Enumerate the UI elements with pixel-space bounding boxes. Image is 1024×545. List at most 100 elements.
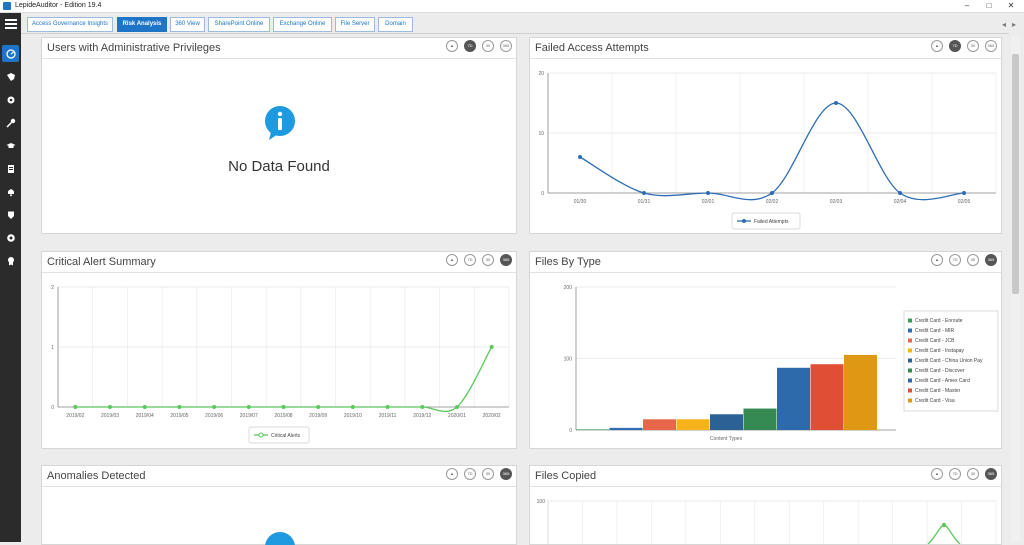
- bar: [677, 419, 710, 430]
- legend-label: Critical Alerts: [271, 433, 301, 439]
- data-point: [898, 191, 902, 195]
- x-tick-label: 2019/06: [205, 413, 223, 419]
- data-point: [420, 405, 424, 409]
- sidebar-item-report[interactable]: [2, 160, 19, 177]
- legend-label: Credit Card - Enroute: [915, 318, 963, 324]
- period-365d-icon[interactable]: 365: [985, 254, 997, 266]
- tab-next-icon[interactable]: ▸: [1012, 20, 1016, 29]
- chart-type-icon[interactable]: ▲: [931, 468, 943, 480]
- tab-sharepoint-online[interactable]: SharePoint Online: [208, 17, 270, 32]
- period-365d-icon[interactable]: 365: [985, 468, 997, 480]
- data-point: [770, 191, 774, 195]
- data-point: [247, 405, 251, 409]
- period-365d-icon[interactable]: 365: [500, 254, 512, 266]
- legend-swatch: [908, 369, 912, 373]
- legend-swatch: [908, 349, 912, 353]
- chart-type-icon[interactable]: ▲: [931, 254, 943, 266]
- minimize-button[interactable]: –: [960, 0, 974, 12]
- bar: [643, 419, 676, 430]
- legend-label: Credit Card - China Union Pay: [915, 358, 983, 364]
- data-point: [942, 523, 946, 527]
- sidebar-item-gear-user[interactable]: [2, 91, 19, 108]
- panel-period-icons: ▲ 7D 30 365: [931, 40, 997, 52]
- data-point: [73, 405, 77, 409]
- period-30d-icon[interactable]: 30: [482, 468, 494, 480]
- tab-access-governance[interactable]: Access Governance Insights: [27, 17, 113, 32]
- legend-label: Credit Card - Discover: [915, 368, 965, 374]
- critical-alerts-chart: 0122019/02 2019/03 2019/04 2019/05 2019/06 20…: [42, 273, 516, 448]
- panel-title: Anomalies Detected: [47, 470, 145, 482]
- x-tick-label: 2019/02: [66, 413, 84, 419]
- x-tick-label: 02/05: [958, 199, 971, 205]
- legend-label: Credit Card - MIR: [915, 328, 955, 334]
- tab-file-server[interactable]: File Server: [335, 17, 375, 32]
- sidebar-item-dashboard[interactable]: [2, 45, 19, 62]
- sidebar-item-award[interactable]: [2, 252, 19, 269]
- sidebar: [0, 13, 21, 542]
- panel-period-icons: ▲ 7D 30 365: [931, 254, 997, 266]
- series-line: [580, 103, 964, 200]
- sidebar-item-key[interactable]: [2, 114, 19, 131]
- scrollbar-thumb[interactable]: [1012, 54, 1019, 294]
- data-point: [490, 345, 494, 349]
- legend-swatch: [908, 339, 912, 343]
- chart-type-icon[interactable]: ▲: [446, 254, 458, 266]
- data-point: [386, 405, 390, 409]
- panel-anomalies: Anomalies Detected ▲ 7D 30 365: [41, 465, 517, 545]
- data-point: [212, 405, 216, 409]
- data-point: [706, 191, 710, 195]
- info-icon: [263, 105, 297, 141]
- y-tick-label: 0: [51, 405, 54, 411]
- maximize-button[interactable]: □: [982, 0, 996, 12]
- period-365d-icon[interactable]: 365: [500, 468, 512, 480]
- period-30d-icon[interactable]: 30: [967, 40, 979, 52]
- period-7d-icon[interactable]: 7D: [949, 468, 961, 480]
- tab-domain[interactable]: Domain: [378, 17, 413, 32]
- series-line: [928, 525, 960, 544]
- close-button[interactable]: ✕: [1004, 0, 1018, 12]
- x-tick-label: 2019/12: [413, 413, 431, 419]
- data-point: [578, 155, 582, 159]
- legend-label: Credit Card - Amex Card: [915, 378, 970, 384]
- panel-title: Failed Access Attempts: [535, 42, 649, 54]
- hamburger-menu-icon[interactable]: [5, 19, 17, 29]
- panel-header: Failed Access Attempts ▲ 7D 30 365: [530, 38, 1001, 59]
- app-logo-icon: [3, 2, 11, 10]
- sidebar-item-settings[interactable]: [2, 229, 19, 246]
- sidebar-item-shield[interactable]: [2, 206, 19, 223]
- period-30d-icon[interactable]: 30: [482, 254, 494, 266]
- key-icon: [6, 118, 16, 128]
- x-axis-label: Content Types: [710, 436, 743, 442]
- period-7d-icon[interactable]: 7D: [949, 254, 961, 266]
- x-tick-label: 02/03: [830, 199, 843, 205]
- chart-type-icon[interactable]: ▲: [931, 40, 943, 52]
- data-point: [316, 405, 320, 409]
- period-7d-icon[interactable]: 7D: [949, 40, 961, 52]
- shield-key-icon: [6, 72, 16, 82]
- chart-type-icon[interactable]: ▲: [446, 468, 458, 480]
- sidebar-item-graduation[interactable]: [2, 137, 19, 154]
- panel-header: Anomalies Detected ▲ 7D 30 365: [42, 466, 516, 487]
- period-30d-icon[interactable]: 30: [967, 468, 979, 480]
- legend-label: Credit Card - Master: [915, 388, 961, 394]
- vertical-scrollbar[interactable]: [1011, 36, 1020, 542]
- x-tick-label: 02/01: [702, 199, 715, 205]
- tab-risk-analysis[interactable]: Risk Analysis: [117, 17, 167, 32]
- period-7d-icon[interactable]: 7D: [464, 468, 476, 480]
- no-data-area: No Data Found: [42, 38, 516, 233]
- y-tick-label: 100: [564, 357, 573, 363]
- tab-360-view[interactable]: 360 View: [170, 17, 205, 32]
- period-30d-icon[interactable]: 30: [967, 254, 979, 266]
- tab-exchange-online[interactable]: Exchange Online: [273, 17, 332, 32]
- sidebar-item-alerts[interactable]: [2, 183, 19, 200]
- data-point: [962, 191, 966, 195]
- legend-swatch: [908, 389, 912, 393]
- sidebar-item-shield-key[interactable]: [2, 68, 19, 85]
- legend-marker: [742, 219, 746, 223]
- files-copied-chart: 100: [530, 487, 1001, 544]
- period-365d-icon[interactable]: 365: [985, 40, 997, 52]
- period-7d-icon[interactable]: 7D: [464, 254, 476, 266]
- tab-prev-icon[interactable]: ◂: [1002, 20, 1006, 29]
- bar: [811, 364, 844, 430]
- panel-files-copied: Files Copied ▲ 7D 30 365 100: [529, 465, 1002, 545]
